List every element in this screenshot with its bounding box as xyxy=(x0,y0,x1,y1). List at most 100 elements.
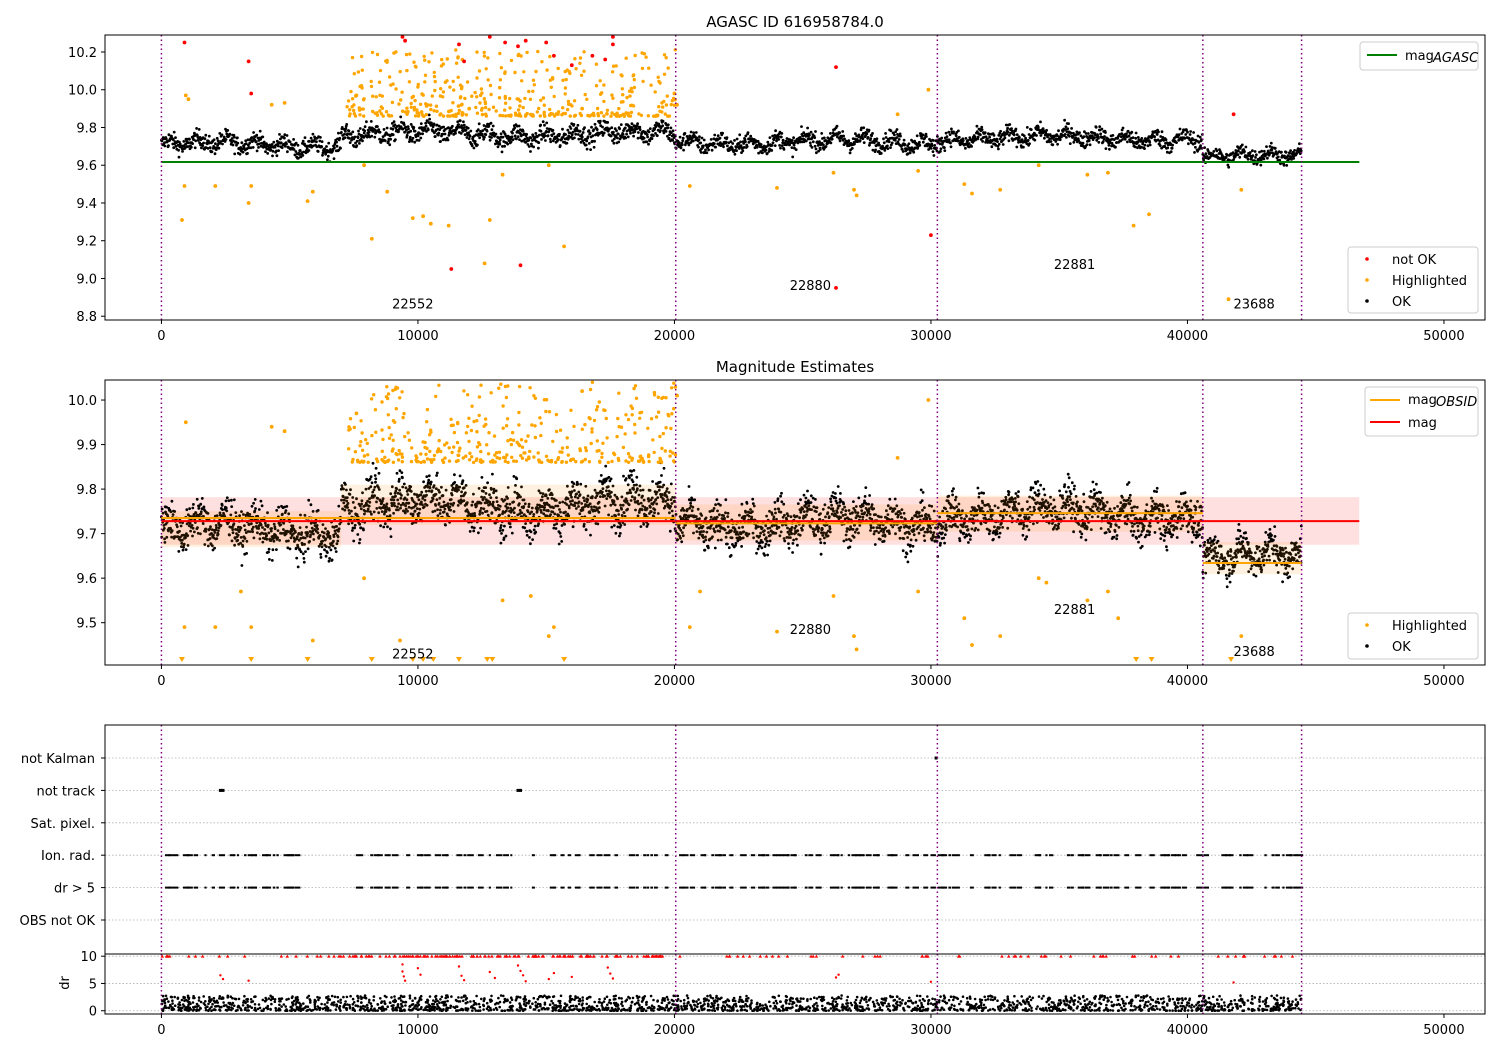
ok-point xyxy=(363,125,367,129)
ok-point xyxy=(726,542,729,546)
ok-point xyxy=(340,126,344,129)
highlighted-point xyxy=(539,98,543,103)
ok-point xyxy=(1292,157,1296,160)
not-ok-point xyxy=(523,38,528,43)
ok-point xyxy=(437,133,440,137)
ok-point xyxy=(198,141,202,145)
ok-point xyxy=(357,129,360,133)
ok-point xyxy=(645,133,649,137)
highlighted-point xyxy=(246,201,251,205)
ok-point xyxy=(221,142,224,146)
ok-point xyxy=(428,117,431,121)
ok-point xyxy=(671,129,675,133)
highlighted-point xyxy=(452,88,456,92)
ok-point xyxy=(612,130,615,134)
ok-point xyxy=(511,131,514,135)
ok-point xyxy=(898,132,902,136)
ok-point xyxy=(967,142,971,145)
highlighted-point xyxy=(624,111,628,115)
ok-point xyxy=(516,135,520,139)
ok-point xyxy=(766,140,770,144)
ok-point xyxy=(1186,130,1189,134)
highlighted-point xyxy=(451,101,455,105)
highlighted-point xyxy=(661,105,665,109)
highlighted-point xyxy=(446,223,451,228)
ok-point xyxy=(302,560,306,564)
ok-point xyxy=(638,125,642,129)
ok-point xyxy=(199,502,203,506)
ok-point xyxy=(975,124,979,128)
ok-point xyxy=(1104,131,1107,134)
ok-point xyxy=(738,133,742,137)
highlighted-point xyxy=(564,77,568,82)
ok-point xyxy=(174,136,177,140)
ok-point xyxy=(195,497,199,501)
not-ok-point xyxy=(929,233,933,238)
ok-point xyxy=(1120,132,1124,136)
not-ok-point xyxy=(611,35,615,39)
ok-point xyxy=(628,476,631,480)
ok-point xyxy=(356,136,360,140)
ok-point xyxy=(614,134,618,138)
highlighted-point xyxy=(852,187,856,192)
ok-point xyxy=(391,127,395,131)
highlighted-point xyxy=(588,114,592,118)
ok-point xyxy=(383,139,387,143)
ok-point xyxy=(1007,139,1011,143)
ok-point xyxy=(203,137,207,141)
x-tick-label: 10000 xyxy=(397,329,438,344)
ok-point xyxy=(224,138,228,141)
ok-point xyxy=(697,145,700,149)
ok-point xyxy=(170,499,174,503)
ok-point xyxy=(362,136,366,139)
ok-point xyxy=(838,131,841,135)
x-tick-label: 20000 xyxy=(654,329,695,344)
ok-point xyxy=(544,139,547,142)
ok-point xyxy=(1009,131,1012,135)
highlighted-point xyxy=(568,114,572,118)
ok-point xyxy=(294,141,298,145)
ok-point xyxy=(499,132,503,136)
ok-point xyxy=(376,125,379,128)
ok-point xyxy=(886,144,889,148)
ok-point xyxy=(270,143,274,146)
ok-point xyxy=(1293,149,1296,152)
ok-point xyxy=(557,542,561,546)
ok-point xyxy=(764,148,768,152)
highlighted-point xyxy=(410,216,415,221)
ok-point xyxy=(279,141,283,145)
ok-point xyxy=(197,127,201,131)
ok-point xyxy=(1248,151,1252,154)
ok-point xyxy=(813,144,817,148)
highlighted-point xyxy=(358,107,363,112)
ok-point xyxy=(677,141,681,145)
highlighted-point xyxy=(610,70,615,74)
ok-point xyxy=(353,526,356,530)
ok-point xyxy=(525,136,529,140)
highlighted-point xyxy=(399,98,403,102)
highlighted-point xyxy=(516,108,521,112)
x-tick-label: 30000 xyxy=(910,329,951,344)
ok-point xyxy=(611,139,614,143)
ok-point xyxy=(1262,157,1266,161)
ok-point xyxy=(874,148,877,152)
ok-point xyxy=(500,532,503,535)
ok-point xyxy=(647,130,651,134)
ok-point xyxy=(454,131,457,135)
highlighted-point xyxy=(542,110,546,115)
ok-point xyxy=(572,123,576,126)
ok-point xyxy=(532,528,536,532)
highlighted-point xyxy=(509,58,514,63)
ok-point xyxy=(599,474,603,477)
ok-point xyxy=(441,132,445,136)
ok-point xyxy=(635,475,639,479)
ok-point xyxy=(286,150,289,154)
highlighted-point xyxy=(249,184,254,188)
ok-point xyxy=(333,146,336,150)
ok-point xyxy=(264,150,267,154)
ok-point xyxy=(981,140,984,143)
ok-point xyxy=(377,128,381,132)
ok-point xyxy=(561,127,564,131)
ok-point xyxy=(417,139,421,142)
ok-point xyxy=(241,150,245,154)
